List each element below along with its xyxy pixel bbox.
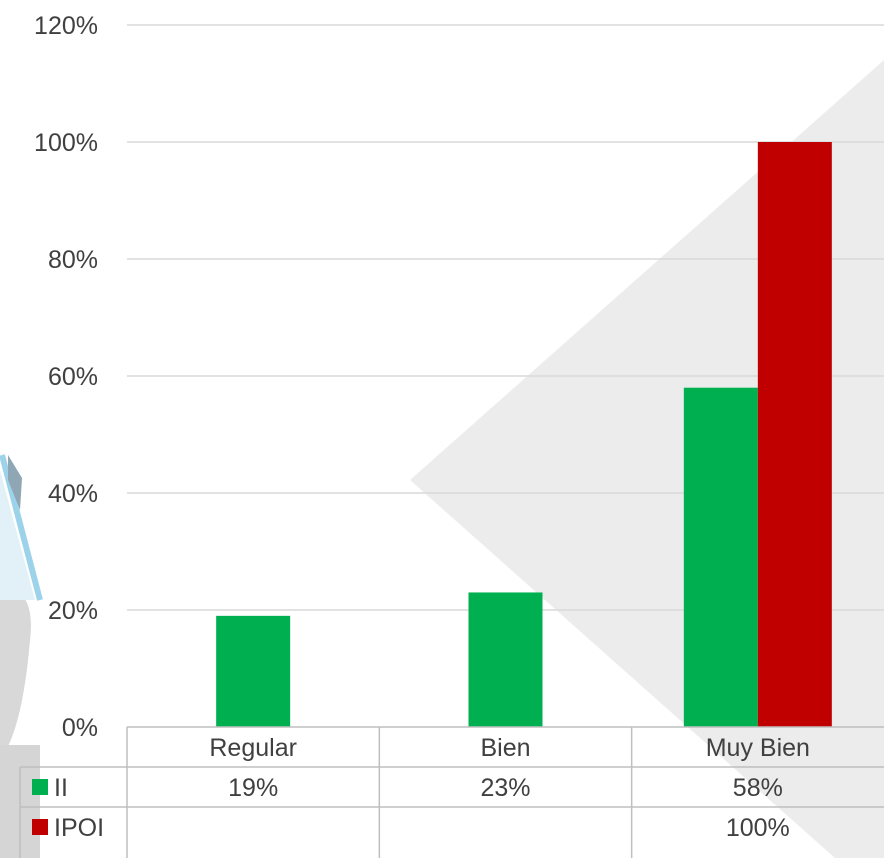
decor-blue-blade (0, 470, 35, 600)
category-label: Muy Bien (706, 734, 810, 762)
bar (468, 592, 543, 727)
data-label: 23% (480, 774, 530, 802)
y-axis-labels: 0% 20% 40% 60% 80% 100% 120% (34, 12, 98, 742)
y-tick-label: 100% (34, 129, 98, 157)
y-tick-label: 60% (48, 363, 98, 391)
legend-swatch (32, 819, 48, 835)
bar (757, 142, 832, 727)
decor-blue-tip (8, 455, 22, 510)
bars (216, 142, 832, 727)
bar (683, 387, 758, 727)
legend-label: IPOI (54, 814, 104, 842)
legend-swatch (32, 779, 48, 795)
decor-figure (0, 589, 31, 760)
data-label: 58% (733, 774, 783, 802)
category-label: Bien (480, 734, 530, 762)
y-tick-label: 0% (62, 714, 98, 742)
data-label: 19% (228, 774, 278, 802)
y-tick-label: 20% (48, 597, 98, 625)
data-label: 100% (726, 814, 790, 842)
category-label: Regular (209, 734, 297, 762)
y-tick-label: 120% (34, 12, 98, 40)
y-tick-label: 80% (48, 246, 98, 274)
bar (216, 615, 291, 727)
legend-label: II (54, 774, 68, 802)
y-tick-label: 40% (48, 480, 98, 508)
data-table: Regular Bien Muy Bien II 19% 23% 58% IPOI 100% (19, 726, 884, 858)
